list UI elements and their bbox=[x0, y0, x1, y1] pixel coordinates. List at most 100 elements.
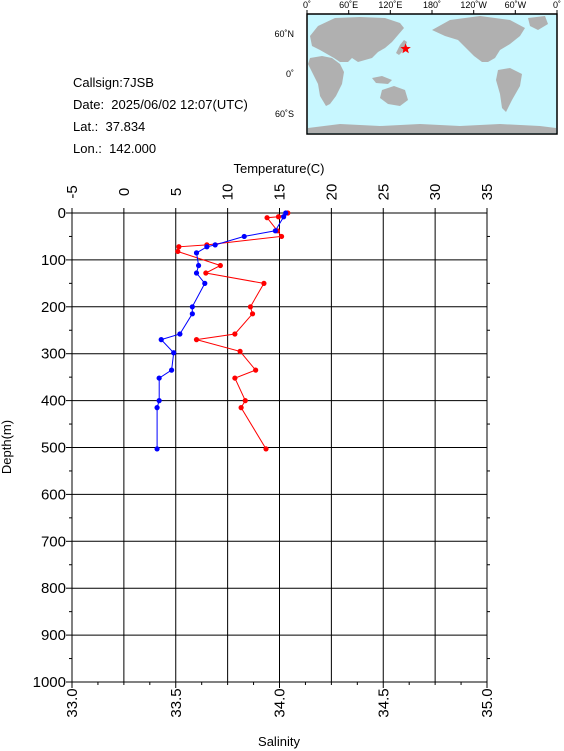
map-longitude-label: 120˚E bbox=[378, 0, 402, 10]
temperature-tick-label: 5 bbox=[168, 188, 185, 196]
salinity-point bbox=[189, 311, 195, 317]
map-longitude-label: 60˚W bbox=[505, 0, 527, 10]
plot-frame bbox=[71, 212, 488, 683]
depth-tick-label: 300 bbox=[41, 346, 66, 363]
salinity-tick-labels: 33.0 33.5 34.0 34.5 35.0 bbox=[64, 688, 496, 717]
salinity-point bbox=[193, 250, 200, 256]
temperature-point bbox=[249, 311, 256, 317]
salinity-point bbox=[177, 331, 183, 337]
landmass-indonesia bbox=[372, 76, 392, 84]
map-latitude-label: 60˚S bbox=[275, 109, 294, 119]
salinity-point bbox=[241, 233, 247, 240]
map-latitude-label: 60˚N bbox=[274, 29, 294, 39]
station-info: Callsign:7JSB Date: 2025/06/02 12:07(UTC… bbox=[73, 72, 248, 160]
salinity-profile-line bbox=[156, 212, 287, 449]
salinity-point bbox=[202, 280, 208, 286]
temperature-profile-line bbox=[177, 212, 288, 450]
temperature-tick-label: 0 bbox=[116, 188, 133, 196]
salinity-point bbox=[156, 375, 162, 381]
map-latitude-labels: 60˚N 0˚ 60˚S bbox=[274, 29, 294, 119]
map-longitude-label: 60˚E bbox=[339, 0, 358, 10]
temperature-point bbox=[237, 348, 243, 354]
latitude-text: Lat.: 37.834 bbox=[73, 119, 146, 134]
temperature-point bbox=[242, 398, 248, 404]
map-longitude-labels: 0˚ 60˚E 120˚E 180˚ 120˚W 60˚W 0˚ bbox=[303, 0, 561, 10]
salinity-point bbox=[158, 337, 164, 343]
salinity-point bbox=[189, 304, 195, 310]
landmass-south-america bbox=[496, 68, 522, 112]
temperature-tick-label: 25 bbox=[375, 184, 392, 201]
salinity-point bbox=[193, 270, 200, 276]
depth-tick-label: 0 bbox=[58, 205, 66, 222]
map-longitude-label: 0˚ bbox=[303, 0, 311, 10]
temperature-tick-label: 30 bbox=[427, 184, 444, 201]
map-longitude-label: 180˚ bbox=[423, 0, 441, 10]
salinity-point bbox=[154, 405, 160, 411]
date-text: Date: 2025/06/02 12:07(UTC) bbox=[73, 97, 248, 112]
temperature-tick-labels: -5 0 5 10 15 20 25 30 35 bbox=[64, 184, 496, 201]
landmass-africa bbox=[308, 56, 344, 106]
map-longitude-label: 120˚W bbox=[460, 0, 487, 10]
depth-tick-label: 800 bbox=[41, 580, 66, 597]
temperature-point bbox=[232, 375, 238, 381]
depth-tick-label: 600 bbox=[41, 486, 66, 503]
salinity-tick-label: 33.0 bbox=[64, 688, 81, 717]
temperature-point bbox=[263, 446, 269, 452]
temperature-point bbox=[232, 331, 238, 337]
station-marker-icon bbox=[400, 43, 411, 54]
landmass-eurasia bbox=[310, 17, 404, 62]
temperature-point bbox=[247, 304, 254, 310]
salinity-point bbox=[204, 244, 210, 250]
salinity-point bbox=[195, 262, 202, 269]
temperature-point bbox=[193, 337, 200, 343]
temperature-point bbox=[275, 214, 282, 220]
temperature-tick-label: -5 bbox=[64, 185, 81, 198]
salinity-point bbox=[154, 446, 160, 452]
map-land bbox=[308, 16, 556, 133]
landmass-north-america bbox=[432, 16, 525, 62]
landmass-greenland bbox=[528, 16, 548, 30]
depth-tick-label: 100 bbox=[41, 252, 66, 269]
salinity-point bbox=[169, 367, 175, 373]
salinity-point bbox=[171, 350, 177, 356]
depth-tick-label: 500 bbox=[41, 440, 66, 457]
temperature-tick-label: 20 bbox=[323, 184, 340, 201]
longitude-text: Lon.: 142.000 bbox=[73, 141, 157, 156]
salinity-tick-label: 34.5 bbox=[375, 688, 392, 717]
chart-grid bbox=[71, 212, 488, 683]
depth-tick-label: 200 bbox=[41, 299, 66, 316]
temperature-tick-label: 15 bbox=[272, 184, 289, 201]
salinity-tick-label: 34.0 bbox=[272, 688, 289, 717]
salinity-point bbox=[156, 398, 162, 404]
temperature-tick-label: 10 bbox=[220, 184, 237, 201]
salinity-axis-title: Salinity bbox=[258, 734, 300, 749]
salinity-point bbox=[281, 214, 287, 220]
map-longitude-label: 0˚ bbox=[553, 0, 561, 10]
depth-tick-label: 900 bbox=[41, 627, 66, 644]
map-graticule bbox=[306, 10, 558, 14]
temperature-point bbox=[261, 280, 267, 286]
depth-tick-label: 400 bbox=[41, 393, 66, 410]
temperature-point bbox=[217, 262, 223, 269]
chart-series bbox=[154, 210, 291, 452]
temperature-point bbox=[203, 270, 209, 276]
temperature-point bbox=[175, 248, 181, 255]
salinity-tick-label: 33.5 bbox=[168, 688, 185, 717]
temperature-point bbox=[238, 405, 244, 411]
depth-tick-label: 700 bbox=[41, 533, 66, 550]
depth-axis-title: Depth(m) bbox=[0, 420, 14, 474]
temperature-tick-label: 35 bbox=[479, 184, 496, 201]
landmass-antarctica bbox=[308, 124, 556, 133]
callsign-text: Callsign:7JSB bbox=[73, 75, 154, 90]
salinity-point bbox=[272, 228, 278, 234]
depth-tick-labels: 0 100 200 300 400 500 600 700 800 900 1000 bbox=[33, 205, 66, 691]
landmass-australia bbox=[380, 86, 408, 106]
salinity-point bbox=[212, 242, 218, 248]
temperature-point bbox=[278, 233, 285, 240]
temperature-point bbox=[264, 215, 270, 221]
temperature-point bbox=[253, 367, 259, 373]
map-latitude-label: 0˚ bbox=[286, 69, 294, 79]
temperature-axis-title: Temperature(C) bbox=[233, 161, 324, 176]
